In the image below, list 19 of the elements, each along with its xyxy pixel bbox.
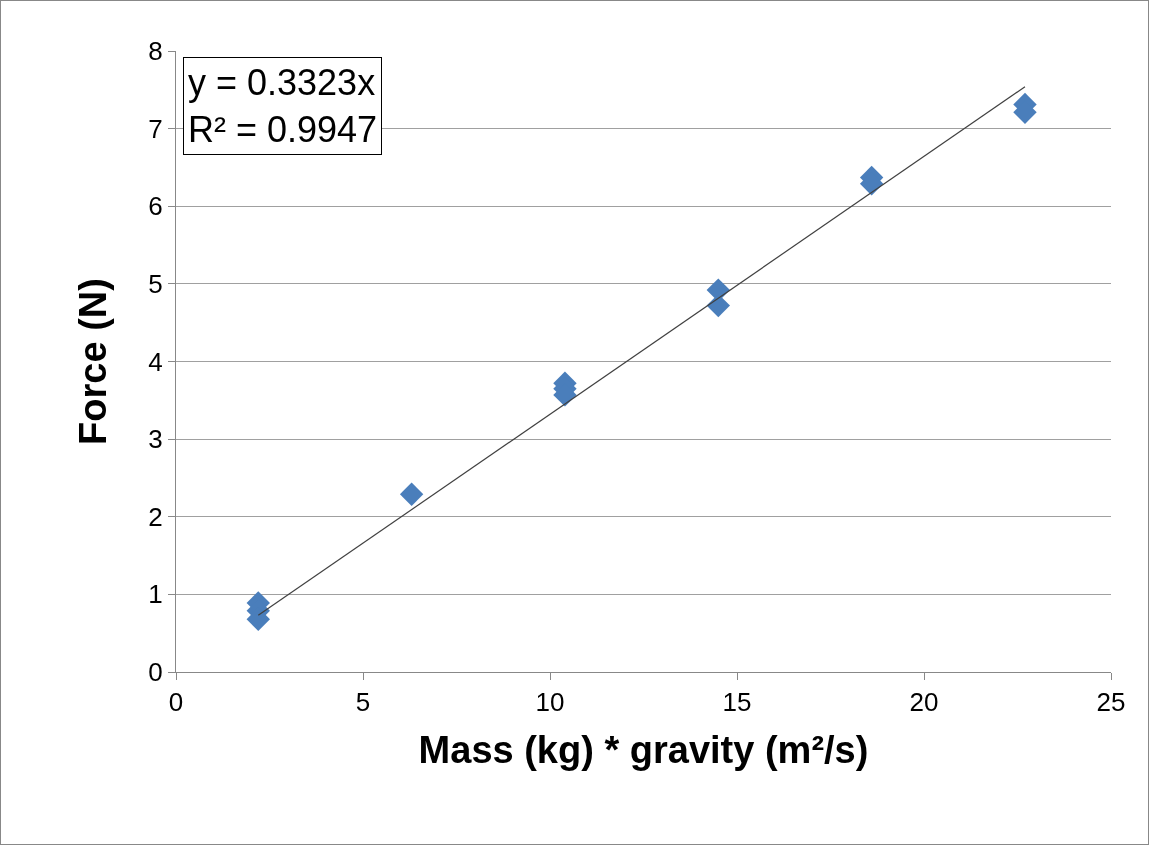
y-tick-label: 8	[148, 36, 163, 67]
y-tick-label: 5	[148, 268, 163, 299]
x-tick-label: 20	[909, 687, 939, 718]
y-tick-label: 7	[148, 113, 163, 144]
x-axis-title: Mass (kg) * gravity (m²/s)	[418, 729, 869, 772]
x-tick-label: 10	[535, 687, 565, 718]
x-tick-label: 15	[722, 687, 752, 718]
y-tick-label: 2	[148, 501, 163, 532]
y-tick-label: 6	[148, 191, 163, 222]
annotation: R² = 0.9947	[188, 108, 378, 150]
x-tick-label: 0	[168, 687, 184, 718]
x-tick-label: 5	[355, 687, 371, 718]
y-tick-label: 4	[148, 346, 163, 377]
annotation: y = 0.3323x	[188, 62, 376, 103]
y-axis-title: Force (N)	[71, 278, 114, 445]
y-tick-label: 3	[148, 424, 163, 455]
y-tick-label: 0	[148, 657, 163, 688]
x-tick-label: 25	[1096, 687, 1126, 718]
y-tick-label: 1	[148, 579, 163, 610]
